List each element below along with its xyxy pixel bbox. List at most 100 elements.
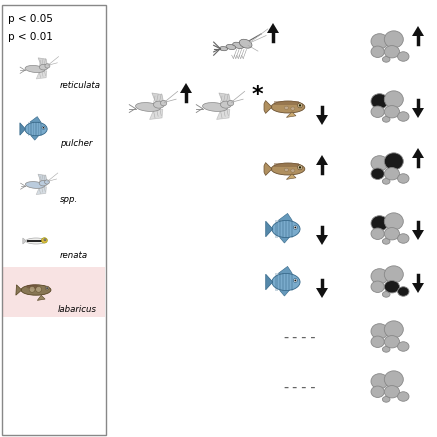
Ellipse shape [39,64,48,70]
Ellipse shape [239,39,252,48]
Ellipse shape [226,45,236,49]
Ellipse shape [42,126,45,129]
Bar [33,122,35,136]
Ellipse shape [398,112,409,121]
Ellipse shape [371,374,388,389]
Ellipse shape [371,156,388,171]
Bar [27,240,44,242]
Polygon shape [280,291,289,296]
Ellipse shape [45,286,49,290]
Bar [279,220,281,238]
Polygon shape [20,123,25,135]
Ellipse shape [398,174,409,183]
Ellipse shape [291,169,295,172]
Ellipse shape [384,371,403,388]
Ellipse shape [371,46,384,57]
Bar [28,122,29,136]
Ellipse shape [382,178,390,184]
Ellipse shape [398,287,409,296]
Text: ----: ---- [282,329,318,344]
Ellipse shape [371,386,384,397]
Ellipse shape [371,281,384,292]
Polygon shape [266,274,273,290]
Ellipse shape [25,182,45,188]
Ellipse shape [382,117,390,122]
Ellipse shape [384,45,399,58]
Ellipse shape [21,285,51,295]
Text: *: * [251,85,263,105]
Ellipse shape [160,101,167,106]
Bar [291,274,293,291]
Ellipse shape [384,321,403,338]
Polygon shape [38,174,47,182]
Ellipse shape [46,287,48,289]
Ellipse shape [382,396,390,402]
Polygon shape [38,58,47,66]
Ellipse shape [291,107,295,110]
Ellipse shape [384,281,399,293]
Ellipse shape [39,180,48,186]
Bar [288,220,290,238]
Bar [291,220,293,238]
Ellipse shape [272,220,300,238]
Bar [279,274,281,291]
Bar [38,122,39,136]
Ellipse shape [295,280,296,281]
Ellipse shape [371,94,388,109]
Text: p < 0.01: p < 0.01 [8,32,53,42]
Bar [2,5,106,435]
Ellipse shape [45,64,50,68]
Ellipse shape [384,385,399,398]
Polygon shape [217,108,230,119]
Bar [285,220,287,238]
Ellipse shape [284,106,288,109]
Polygon shape [278,267,292,274]
Polygon shape [180,83,192,93]
Ellipse shape [384,153,403,170]
Polygon shape [267,23,279,33]
Ellipse shape [371,216,388,231]
Bar [275,274,278,291]
Text: p < 0.05: p < 0.05 [8,14,53,24]
Polygon shape [37,295,45,300]
Ellipse shape [382,291,390,297]
Ellipse shape [398,234,409,243]
Ellipse shape [298,103,302,108]
Ellipse shape [295,226,296,229]
Ellipse shape [299,166,301,169]
Polygon shape [412,283,424,293]
Polygon shape [16,285,22,295]
Ellipse shape [398,392,409,401]
Ellipse shape [153,101,164,108]
Polygon shape [412,108,424,118]
Ellipse shape [299,104,301,107]
Text: pulcher: pulcher [60,139,92,149]
Text: labaricus: labaricus [58,305,97,313]
Bar [274,101,299,104]
Ellipse shape [29,286,35,292]
Ellipse shape [384,336,399,348]
Bar [282,220,284,238]
Polygon shape [36,70,47,79]
Ellipse shape [384,213,403,230]
Polygon shape [36,186,46,194]
Bar [35,122,37,136]
Ellipse shape [384,91,403,108]
Ellipse shape [298,165,302,170]
Ellipse shape [284,168,288,171]
Text: reticulata: reticulata [60,80,101,90]
Polygon shape [266,221,273,237]
Ellipse shape [293,225,297,229]
Ellipse shape [26,238,46,244]
Ellipse shape [371,34,388,49]
Ellipse shape [25,66,45,73]
Ellipse shape [384,167,399,180]
Bar [40,122,42,136]
Ellipse shape [45,180,49,184]
Ellipse shape [272,274,300,291]
Polygon shape [280,238,289,243]
Polygon shape [30,117,41,122]
Polygon shape [219,93,231,103]
Ellipse shape [203,103,227,111]
Polygon shape [264,101,272,113]
